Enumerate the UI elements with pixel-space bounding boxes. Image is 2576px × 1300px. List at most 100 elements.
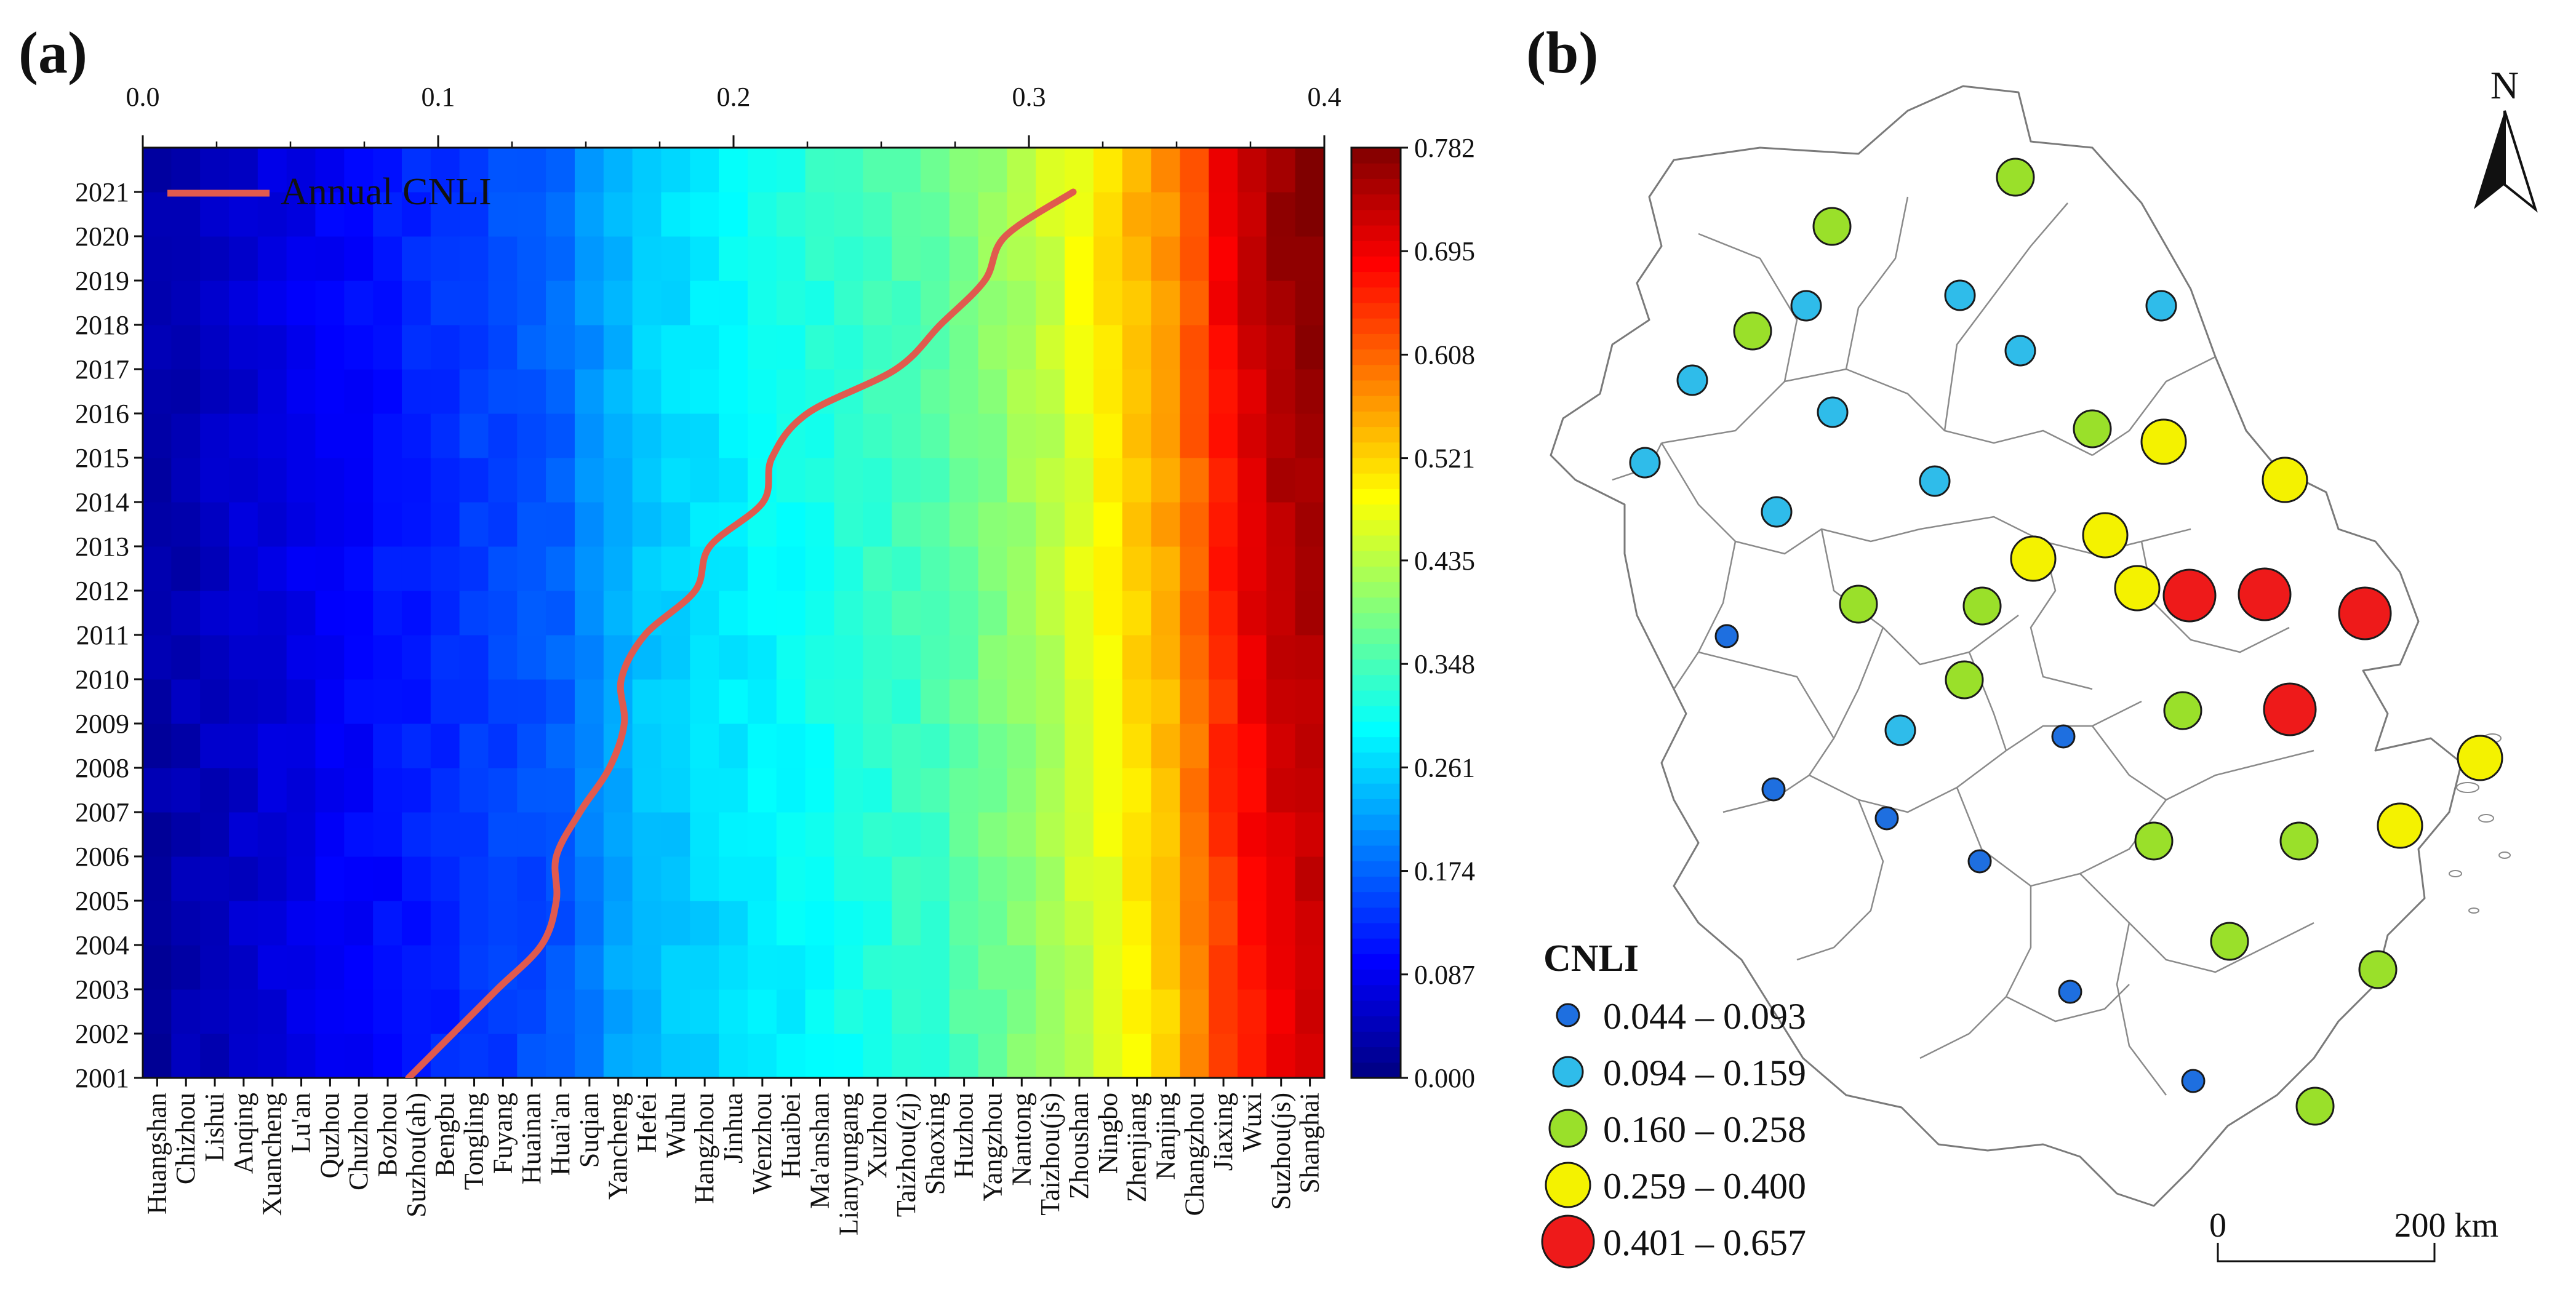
heatmap-cell [574, 413, 604, 458]
heatmap-cell [430, 812, 460, 857]
heatmap-cell [488, 324, 518, 370]
heatmap-cell [143, 501, 172, 547]
heatmap-cell [805, 634, 835, 680]
city-cnli-marker [1967, 849, 1992, 874]
heatmap-cell [1036, 900, 1066, 946]
heatmap-cell [373, 856, 402, 901]
heatmap-cell [315, 944, 345, 990]
heatmap-cell [747, 280, 777, 325]
heatmap-cell [834, 944, 864, 990]
heatmap-cell [892, 812, 921, 857]
colorbar-tick-label: 0.000 [1414, 1063, 1475, 1093]
colorbar-band [1351, 535, 1401, 551]
heatmap-cell [401, 280, 431, 325]
city-label: Jiaxing [1208, 1093, 1238, 1171]
heatmap-cell [1065, 634, 1094, 680]
heatmap-cell [776, 369, 806, 414]
colorbar-band [1351, 597, 1401, 613]
colorbar-band [1351, 426, 1401, 443]
heatmap-cell [315, 900, 345, 946]
heatmap-cell [488, 679, 518, 724]
heatmap-cell [1266, 812, 1296, 857]
heatmap-cell [1036, 679, 1066, 724]
heatmap-cell [315, 546, 345, 591]
heatmap-cell [257, 1033, 287, 1078]
heatmap-cell [171, 944, 201, 990]
heatmap-cell [690, 723, 720, 768]
heatmap-cell [1295, 457, 1324, 503]
heatmap-cell [1093, 546, 1123, 591]
heatmap-cell [344, 457, 374, 503]
city-label: Jinhua [718, 1093, 748, 1163]
heatmap-cell [228, 413, 258, 458]
heatmap-cell [517, 501, 547, 547]
heatmap-cell [228, 590, 258, 636]
heatmap-cell [459, 280, 489, 325]
heatmap-cell [1295, 900, 1324, 946]
heatmap-cell [1266, 280, 1296, 325]
heatmap-cell [373, 546, 402, 591]
colorbar-band [1351, 380, 1401, 396]
heatmap-cell [719, 148, 748, 193]
heatmap-cell [344, 1033, 374, 1078]
heatmap-cell [632, 679, 662, 724]
map-legend-swatch [1552, 1056, 1584, 1088]
heatmap-cell [661, 679, 691, 724]
heatmap-cell [171, 280, 201, 325]
heatmap-cell [1209, 812, 1239, 857]
heatmap-cell [373, 590, 402, 636]
heatmap-cell [517, 812, 547, 857]
heatmap-cell [661, 191, 691, 237]
heatmap-cell [1295, 723, 1324, 768]
heatmap-cell [1151, 723, 1181, 768]
colorbar-band [1351, 643, 1401, 660]
heatmap-cell [776, 812, 806, 857]
heatmap-cell [315, 324, 345, 370]
heatmap-cell [1065, 1033, 1094, 1078]
heatmap-cell [286, 767, 316, 813]
heatmap-cell [171, 812, 201, 857]
heatmap-cell [719, 723, 748, 768]
heatmap-cell [747, 723, 777, 768]
heatmap-cell [892, 590, 921, 636]
heatmap-cell [747, 324, 777, 370]
heatmap-cell [171, 989, 201, 1034]
heatmap-cell [1209, 457, 1239, 503]
heatmap-cell [776, 944, 806, 990]
heatmap-cell [1036, 324, 1066, 370]
heatmap-cell [1295, 1033, 1324, 1078]
colorbar-band [1351, 225, 1401, 241]
heatmap-cell [574, 634, 604, 680]
heatmap-cell [1209, 856, 1239, 901]
heatmap-cell [517, 148, 547, 193]
city-label: Shaoxing [920, 1093, 950, 1195]
city-cnli-marker [1629, 447, 1661, 479]
city-label: Nanjing [1150, 1093, 1180, 1180]
scale-label-start: 0 [2209, 1206, 2226, 1245]
heatmap-cell [949, 989, 979, 1034]
heatmap-cell [459, 546, 489, 591]
heatmap-cell [344, 856, 374, 901]
heatmap-cell [1238, 501, 1267, 547]
heatmap-cell [1007, 324, 1037, 370]
heatmap-cell [1266, 944, 1296, 990]
colorbar-band [1351, 674, 1401, 691]
heatmap-cell [200, 679, 230, 724]
colorbar-band [1351, 519, 1401, 536]
city-boundary [2006, 984, 2130, 1023]
heatmap-cell [1093, 280, 1123, 325]
city-cnli-marker [2114, 565, 2161, 612]
heatmap-cell [690, 634, 720, 680]
heatmap-cell [200, 900, 230, 946]
heatmap-cell [257, 634, 287, 680]
heatmap-cell [1122, 767, 1152, 813]
heatmap-cell [1122, 413, 1152, 458]
colorbar-tick-label: 0.348 [1414, 649, 1475, 679]
heatmap-cell [1151, 369, 1181, 414]
heatmap-cell [1238, 457, 1267, 503]
heatmap-cell [315, 634, 345, 680]
heatmap-cell [344, 900, 374, 946]
heatmap-cell [574, 546, 604, 591]
year-label: 2007 [75, 797, 129, 827]
city-label: Bengbu [430, 1093, 460, 1177]
